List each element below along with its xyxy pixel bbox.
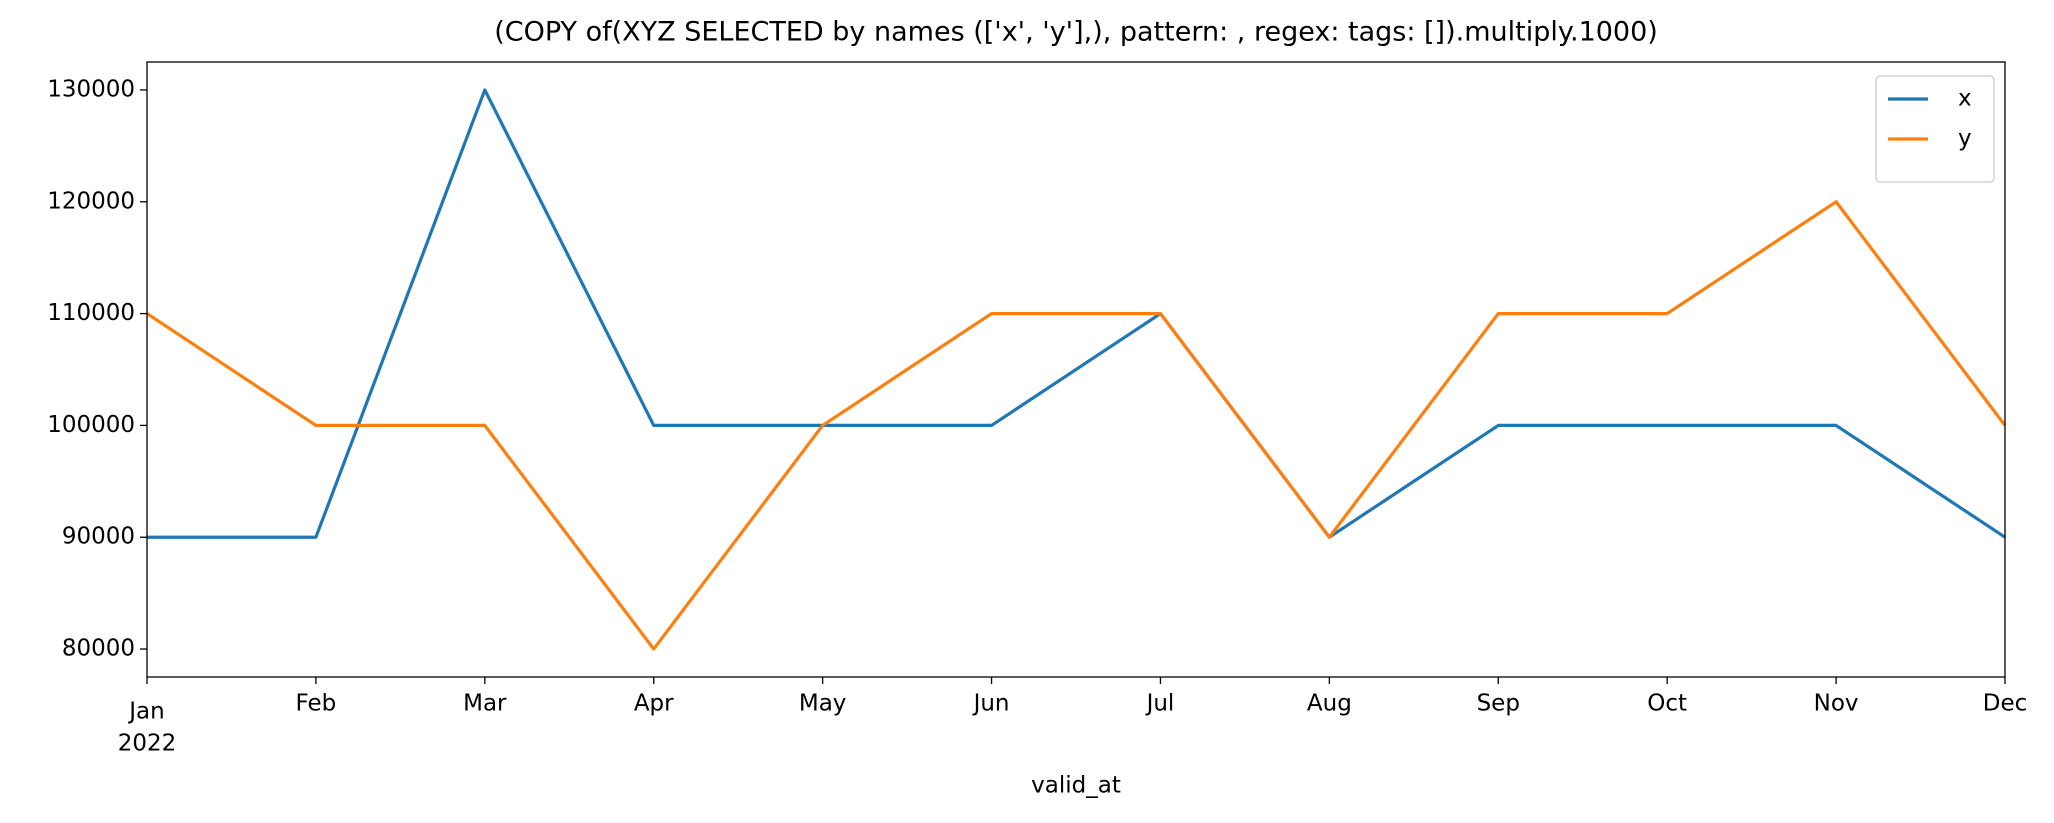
- x-tick-label: Nov: [1814, 691, 1859, 717]
- line-series: [146, 200, 2007, 651]
- x-tick-label: Apr: [634, 691, 674, 717]
- x-tick-label: Jan: [127, 699, 164, 725]
- y-tick-label: 130000: [47, 76, 135, 102]
- y-tick-label: 110000: [47, 300, 135, 326]
- x-tick-label: Jun: [972, 691, 1010, 717]
- plot-frame: [146, 61, 2006, 678]
- x-axis-label: valid_at: [1031, 773, 1121, 799]
- x-tick-label: Sep: [1477, 691, 1520, 717]
- x-tick-label: May: [799, 691, 847, 717]
- x-tick-label: Feb: [296, 691, 337, 717]
- y-tick-label: 100000: [47, 412, 135, 438]
- x-tick-label: Mar: [463, 691, 507, 717]
- x-tick-label: Dec: [1983, 691, 2028, 717]
- x-tick-label: Oct: [1647, 691, 1687, 717]
- x-tick-label: Jul: [1145, 691, 1175, 717]
- legend-label: x: [1958, 86, 1972, 112]
- year-label: 2022: [118, 731, 177, 757]
- chart-title: (COPY of(XYZ SELECTED by names (['x', 'y…: [494, 17, 1658, 48]
- y-tick-label: 90000: [62, 524, 135, 550]
- y-tick-label: 80000: [62, 636, 135, 662]
- line-series: [147, 88, 2006, 539]
- x-tick-label: Aug: [1307, 691, 1352, 717]
- y-tick-label: 120000: [47, 188, 135, 214]
- legend-box: [1875, 75, 1995, 183]
- legend-label: y: [1958, 126, 1972, 152]
